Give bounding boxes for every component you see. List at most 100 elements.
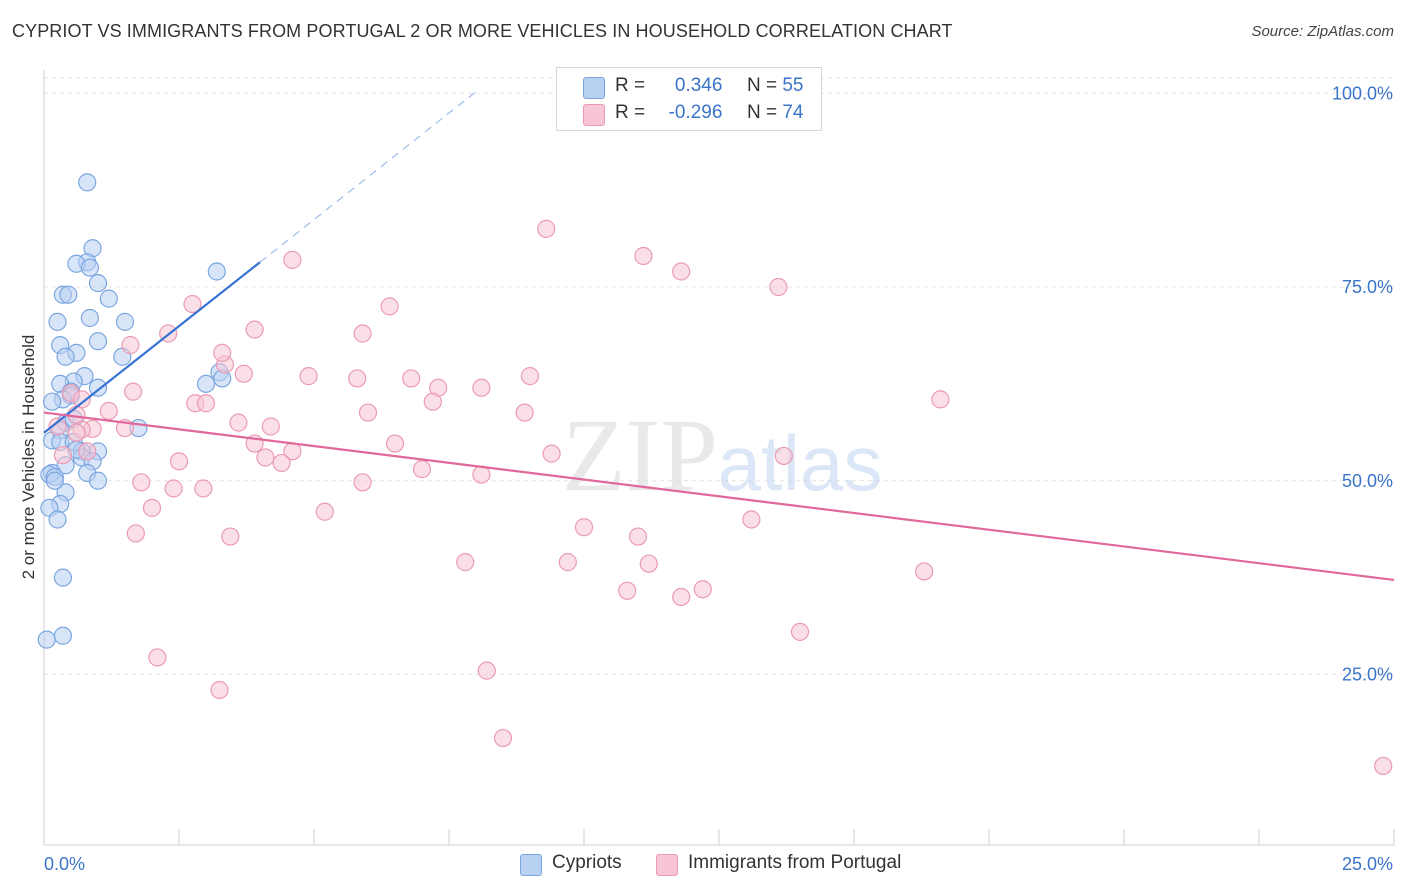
- axes: [43, 70, 1395, 846]
- cypriots-point: [56, 347, 75, 366]
- portugal-point: [693, 580, 712, 599]
- r-value: 0.346: [674, 75, 723, 96]
- portugal-trend-line: [43, 411, 1395, 582]
- portugal-point: [132, 473, 151, 492]
- cypriots-point: [207, 262, 226, 281]
- y-tick-label: 25.0%: [1342, 665, 1393, 685]
- cypriots-point: [78, 173, 97, 192]
- portugal-point: [385, 434, 405, 453]
- portugal-point: [245, 320, 264, 339]
- cypriots-point: [42, 392, 62, 411]
- y-tick-label: 50.0%: [1342, 471, 1393, 491]
- watermark-zip: ZIP: [562, 398, 718, 513]
- r-label: R =: [615, 102, 646, 123]
- portugal-point: [558, 553, 577, 572]
- n-value: 74: [782, 102, 804, 123]
- legend-label: Cypriots: [552, 852, 622, 873]
- portugal-point: [229, 413, 248, 432]
- portugal-point: [402, 369, 421, 388]
- x-tick-label: 0.0%: [44, 854, 85, 874]
- portugal-point: [472, 378, 491, 397]
- portugal-point: [380, 297, 399, 316]
- portugal-point: [542, 444, 561, 463]
- portugal-point: [196, 394, 216, 413]
- portugal-point: [67, 423, 86, 442]
- portugal-point: [121, 336, 140, 355]
- cypriots-point: [196, 374, 216, 393]
- portugal-point: [769, 277, 788, 297]
- cypriots-point: [88, 471, 108, 490]
- portugal-point: [315, 502, 334, 521]
- portugal-point: [299, 367, 318, 386]
- cypriots-point: [48, 312, 67, 331]
- cypriots-point: [80, 308, 100, 328]
- portugal-point: [272, 453, 291, 473]
- portugal-point: [1374, 756, 1393, 776]
- portugal-point: [574, 518, 594, 537]
- r-label: R =: [615, 75, 646, 96]
- portugal-point: [412, 460, 432, 479]
- trend-lines: [43, 91, 1395, 582]
- source-label: Source: ZipAtlas.com: [1251, 23, 1394, 40]
- cypriots-point: [48, 510, 67, 529]
- portugal-point: [358, 403, 378, 422]
- portugal-point: [618, 581, 637, 600]
- portugal-point: [456, 553, 475, 572]
- cypriots-point: [115, 312, 135, 331]
- n-value: 55: [782, 75, 804, 96]
- portugal-point: [234, 364, 253, 383]
- axis-labels: 25.0% 50.0% 75.0% 100.0% 0.0% 25.0% 2 or more …: [19, 83, 1393, 874]
- cypriots-swatch: [520, 854, 542, 876]
- portugal-point: [283, 250, 302, 269]
- portugal-point: [48, 417, 67, 436]
- cypriots-point: [53, 626, 73, 645]
- legend-label: Immigrants from Portugal: [688, 852, 902, 873]
- portugal-point: [774, 446, 793, 466]
- r-value: -0.296: [668, 102, 723, 123]
- cypriots-point: [80, 258, 100, 277]
- y-tick-label: 100.0%: [1332, 83, 1393, 103]
- cypriots-point: [53, 568, 73, 587]
- portugal-point: [639, 554, 658, 573]
- portugal-point: [221, 527, 240, 546]
- portugal-point: [790, 622, 810, 641]
- portugal-point: [213, 343, 232, 362]
- portugal-point: [493, 728, 513, 748]
- chart-title: CYPRIOT VS IMMIGRANTS FROM PORTUGAL 2 OR…: [12, 21, 953, 41]
- series-legend: Cypriots Immigrants from Portugal: [0, 852, 1406, 878]
- portugal-point: [148, 648, 167, 667]
- cypriots-point: [45, 471, 64, 490]
- cypriots-trend-line: [43, 261, 261, 434]
- cypriots-point: [37, 630, 56, 649]
- portugal-point: [164, 479, 183, 498]
- stats-legend: R = 0.346 N = 55 R = -0.296 N = 74: [556, 67, 822, 131]
- n-label: N =: [746, 102, 778, 123]
- portugal-point: [53, 446, 73, 465]
- portugal-point: [99, 401, 118, 421]
- portugal-point: [126, 524, 145, 543]
- portugal-point: [742, 510, 761, 529]
- portugal-swatch: [656, 854, 678, 876]
- y-tick-label: 75.0%: [1342, 277, 1393, 297]
- portugal-point: [515, 403, 534, 422]
- cypriots-point: [59, 285, 78, 304]
- portugal-point: [537, 219, 556, 238]
- portugal-point: [634, 246, 653, 266]
- portugal-point: [931, 390, 950, 409]
- watermark: ZIP atlas: [562, 398, 882, 513]
- cypriots-point: [88, 378, 108, 397]
- portugal-point: [142, 498, 162, 517]
- portugal-point: [124, 382, 143, 401]
- portugal-point: [194, 479, 213, 498]
- cypriots-point: [88, 274, 108, 293]
- portugal-point: [423, 392, 442, 411]
- portugal-point: [520, 367, 540, 386]
- cypriots-swatch: [583, 77, 605, 99]
- portugal-point: [628, 527, 648, 546]
- portugal-point: [672, 262, 691, 281]
- portugal-swatch: [583, 104, 605, 126]
- portugal-point: [183, 294, 202, 314]
- portugal-point: [477, 661, 496, 680]
- x-tick-label: 25.0%: [1342, 854, 1393, 874]
